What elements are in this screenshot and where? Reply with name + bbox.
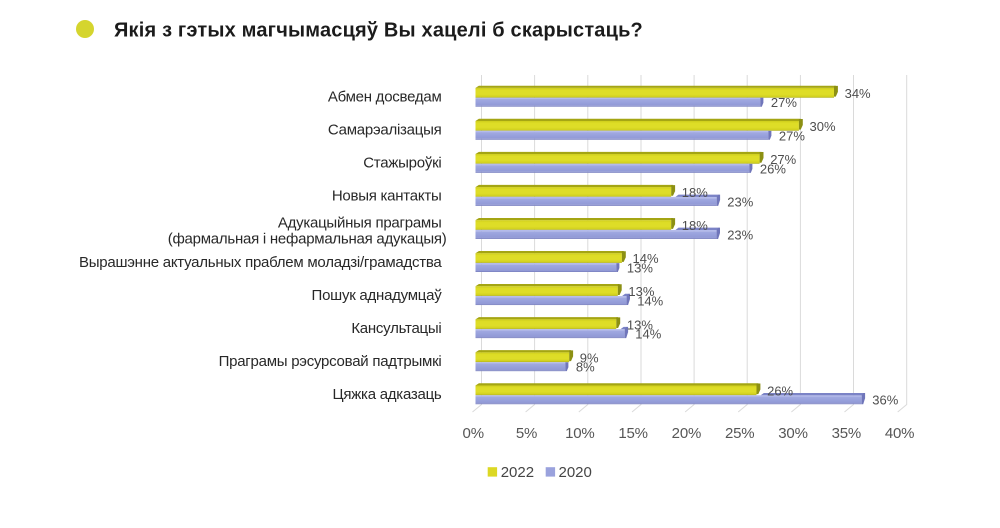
svg-text:0%: 0% (463, 425, 484, 442)
svg-text:Якія з гэтых магчымасцяў Вы ха: Якія з гэтых магчымасцяў Вы хацелі б ска… (114, 20, 643, 42)
svg-text:23%: 23% (727, 194, 753, 209)
svg-text:Вырашэнне актуальных праблем м: Вырашэнне актуальных праблем моладзі/гра… (79, 254, 442, 271)
svg-text:18%: 18% (682, 185, 708, 200)
svg-text:14%: 14% (637, 294, 663, 309)
svg-text:Кансультацыі: Кансультацыі (351, 320, 441, 337)
svg-text:35%: 35% (832, 425, 861, 442)
svg-text:8%: 8% (576, 360, 595, 375)
svg-text:27%: 27% (779, 128, 805, 143)
svg-text:Цяжка адказаць: Цяжка адказаць (333, 386, 442, 403)
svg-text:Абмен досведам: Абмен досведам (328, 89, 442, 106)
svg-text:Адукацыйныя праграмы: Адукацыйныя праграмы (278, 215, 442, 232)
svg-text:14%: 14% (633, 251, 659, 266)
svg-text:14%: 14% (635, 327, 661, 342)
svg-text:9%: 9% (580, 350, 599, 365)
svg-text:23%: 23% (727, 227, 753, 242)
svg-text:Стажыроўкі: Стажыроўкі (363, 155, 441, 172)
svg-text:10%: 10% (565, 425, 594, 442)
svg-text:(фармальная і нефармальная аду: (фармальная і нефармальная адукацыя) (168, 230, 447, 247)
svg-text:26%: 26% (760, 161, 786, 176)
svg-text:26%: 26% (767, 383, 793, 398)
svg-text:Праграмы рэсурсовай падтрымкі: Праграмы рэсурсовай падтрымкі (219, 353, 442, 370)
svg-text:40%: 40% (885, 425, 914, 442)
svg-text:15%: 15% (618, 425, 647, 442)
svg-text:13%: 13% (627, 261, 653, 276)
svg-text:Новыя кантакты: Новыя кантакты (332, 188, 442, 205)
svg-text:30%: 30% (810, 119, 836, 134)
svg-text:18%: 18% (682, 218, 708, 233)
svg-text:25%: 25% (725, 425, 754, 442)
svg-text:30%: 30% (778, 425, 807, 442)
svg-text:34%: 34% (845, 86, 871, 101)
svg-text:27%: 27% (771, 95, 797, 110)
svg-text:Самарэалізацыя: Самарэалізацыя (328, 122, 442, 139)
svg-text:20%: 20% (672, 425, 701, 442)
svg-text:13%: 13% (627, 317, 653, 332)
svg-text:2020: 2020 (559, 464, 592, 481)
svg-text:2022: 2022 (501, 464, 534, 481)
svg-text:13%: 13% (628, 284, 654, 299)
svg-text:5%: 5% (516, 425, 537, 442)
svg-text:Пошук аднадумцаў: Пошук аднадумцаў (312, 287, 443, 304)
svg-text:36%: 36% (872, 393, 898, 408)
svg-text:27%: 27% (770, 152, 796, 167)
